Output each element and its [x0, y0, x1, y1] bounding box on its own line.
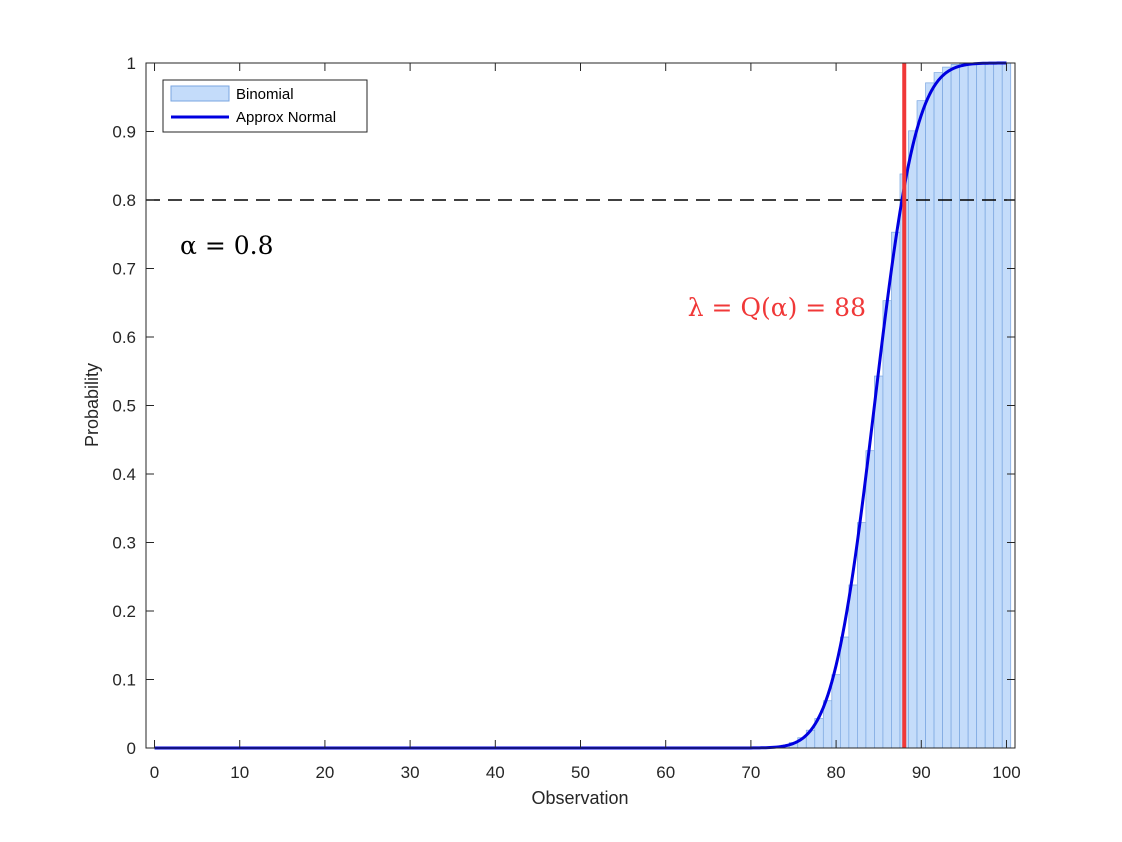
x-tick-label-10: 10	[230, 763, 249, 782]
x-tick-label-40: 40	[486, 763, 505, 782]
bar-84	[865, 450, 875, 749]
y-tick-label-0.5: 0.5	[112, 397, 136, 416]
legend-swatch-binomial	[170, 85, 230, 102]
bar-96	[967, 62, 978, 749]
x-axis-label: Observation	[531, 788, 628, 808]
bar-97	[976, 62, 986, 749]
legend: Binomial Approx Normal	[162, 79, 368, 133]
y-axis-ticks: 0 0.1 0.2 0.3 0.4 0.5 0.6 0.7 0.8 0.9 1	[112, 54, 1015, 758]
x-tick-label-30: 30	[401, 763, 420, 782]
bar-82	[848, 584, 858, 749]
bar-89	[908, 130, 918, 749]
bar-81	[839, 636, 850, 749]
y-axis-label: Probability	[82, 363, 102, 447]
x-tick-label-50: 50	[571, 763, 590, 782]
y-tick-label-0.6: 0.6	[112, 328, 136, 347]
bar-92	[933, 72, 943, 749]
y-tick-label-0.8: 0.8	[112, 191, 136, 210]
y-tick-label-0.2: 0.2	[112, 602, 136, 621]
bar-87	[891, 231, 901, 749]
bar-99	[993, 62, 1003, 749]
y-tick-label-0.7: 0.7	[112, 260, 136, 279]
x-tick-label-80: 80	[827, 763, 846, 782]
quantile-annotation: λ = Q(α) = 88	[688, 293, 866, 322]
bar-94	[950, 64, 960, 749]
x-tick-label-60: 60	[656, 763, 675, 782]
bar-85	[874, 375, 884, 749]
y-tick-label-0.9: 0.9	[112, 123, 136, 142]
bar-83	[857, 522, 867, 749]
legend-label-normal: Approx Normal	[236, 109, 336, 126]
bar-93	[942, 66, 952, 749]
bar-86	[882, 300, 892, 749]
x-tick-label-20: 20	[315, 763, 334, 782]
x-tick-label-90: 90	[912, 763, 931, 782]
x-axis-ticks: 0 10 20 30 40 50 60 70 80 90 100	[150, 63, 1021, 782]
bar-91	[925, 82, 935, 749]
y-tick-label-1: 1	[127, 54, 136, 73]
bar-90	[916, 100, 926, 749]
x-tick-label-0: 0	[150, 763, 159, 782]
bar-98	[984, 62, 995, 749]
bar-80	[831, 674, 841, 749]
x-tick-label-70: 70	[741, 763, 760, 782]
x-tick-label-100: 100	[992, 763, 1020, 782]
y-tick-label-0.3: 0.3	[112, 534, 136, 553]
y-tick-label-0: 0	[127, 739, 136, 758]
y-tick-label-0.4: 0.4	[112, 465, 136, 484]
y-tick-label-0.1: 0.1	[112, 671, 136, 690]
alpha-annotation: α = 0.8	[180, 231, 273, 260]
legend-label-binomial: Binomial	[236, 86, 294, 103]
bar-95	[959, 63, 969, 749]
